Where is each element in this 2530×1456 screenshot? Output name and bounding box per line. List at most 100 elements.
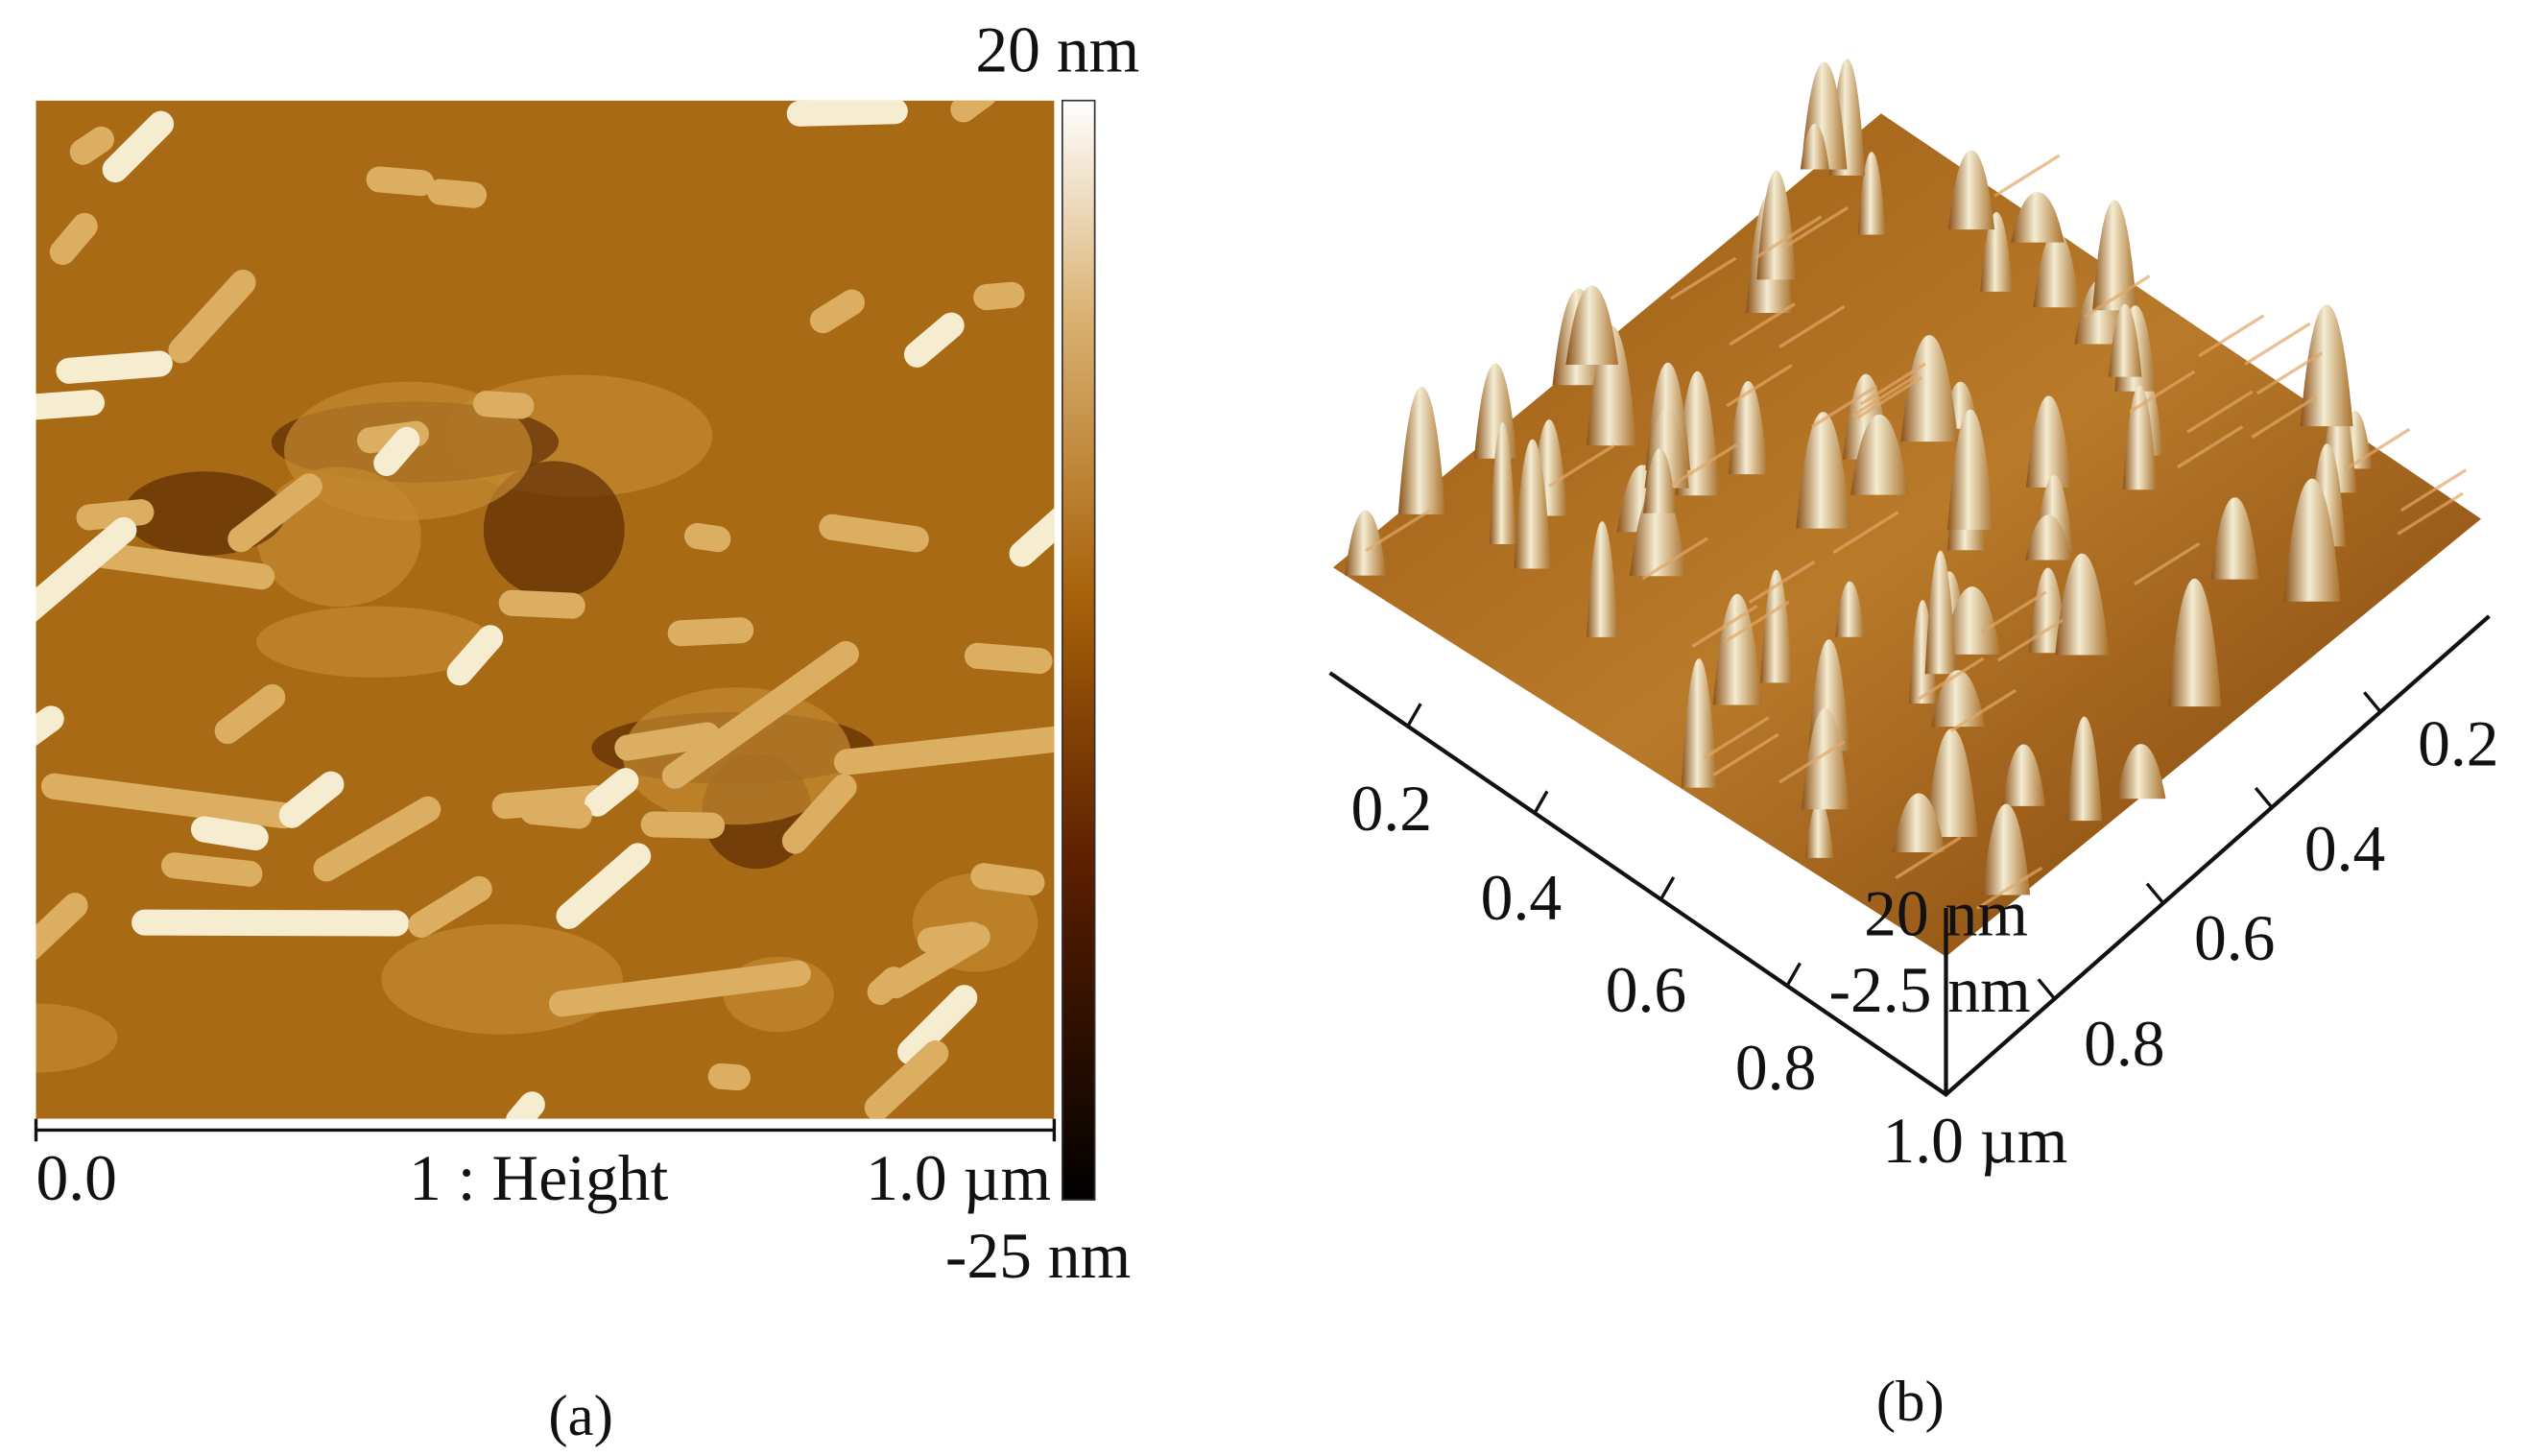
ridge (1691, 604, 1758, 648)
nanorod (970, 863, 1045, 896)
nanorod (819, 513, 929, 553)
nanorod (36, 705, 64, 752)
nanorod (102, 110, 175, 183)
nanorod (446, 625, 504, 686)
afm-3d-surface (1332, 59, 2481, 957)
right-tick-label: 0.6 (2194, 902, 2275, 974)
peak (2028, 567, 2067, 654)
peak (1729, 380, 1768, 475)
peak (1944, 586, 2001, 655)
peak (1947, 409, 1994, 531)
peak (2066, 716, 2103, 822)
nanorod (69, 126, 114, 165)
nanorod (864, 1039, 949, 1119)
ridge (2244, 322, 2311, 366)
axis-end: 1.0 µm (866, 1142, 1051, 1214)
nanorod (781, 774, 857, 854)
nanorod (519, 798, 592, 829)
peak (1473, 363, 1517, 459)
ridge (2198, 314, 2265, 358)
tick (1785, 962, 1802, 987)
peak (1892, 793, 1945, 853)
peak (1760, 569, 1793, 683)
ridge (1729, 302, 1796, 346)
peak (2168, 578, 2222, 707)
ridge (1778, 740, 1846, 784)
tick (2037, 978, 2056, 1000)
left-tick-label: 0.6 (1606, 954, 1686, 1026)
nanorod (809, 289, 865, 334)
nanorod (897, 985, 978, 1065)
nanorod (903, 312, 965, 368)
nanorod (548, 960, 811, 1017)
nanorod (227, 473, 322, 553)
left-tick-label: 0.4 (1481, 862, 1562, 934)
color-bar (1061, 99, 1096, 1201)
peak (1345, 510, 1387, 576)
nanorod (505, 1091, 545, 1119)
ridge (1895, 836, 1962, 880)
right-tick-label: 0.8 (2084, 1008, 2164, 1080)
nanorod (707, 1062, 752, 1091)
nanorod (56, 350, 173, 384)
z-min-label: -2.5 nm (1829, 954, 2031, 1026)
scale-max: 20 nm (975, 13, 1139, 85)
nanorod (950, 100, 997, 123)
ridge (1712, 732, 1779, 777)
ridge (2084, 274, 2151, 319)
peak (2116, 744, 2166, 800)
ridge (1641, 537, 1708, 581)
axis-ticks (1406, 691, 2382, 1000)
ridge (2251, 394, 2318, 439)
peak (1804, 800, 1834, 858)
terrace (256, 606, 493, 678)
nanorod (40, 773, 298, 829)
tick (2254, 786, 2274, 809)
ridge (2399, 468, 2468, 513)
nanorod (76, 499, 155, 531)
peak (2001, 744, 2046, 806)
ridge (1832, 511, 1899, 555)
nanorod (614, 722, 721, 761)
peak (1796, 412, 1850, 529)
nanorod (684, 522, 731, 553)
ridge (1859, 362, 1926, 406)
tick (2145, 882, 2165, 905)
left-tick-label: 0.2 (1351, 773, 1432, 845)
nanorod (556, 843, 652, 929)
peak (1980, 211, 2014, 292)
nanorod (366, 166, 435, 197)
peak (1565, 285, 1619, 366)
peak (1712, 593, 1762, 705)
peak (1947, 150, 1995, 230)
peak (1800, 123, 1829, 170)
nanorod (472, 391, 535, 419)
ridge (1811, 384, 1878, 428)
nanorod (49, 212, 98, 266)
scale-axis (34, 1118, 1057, 1142)
nanorod (190, 816, 269, 851)
peak (2283, 478, 2341, 602)
nanorod (36, 893, 88, 962)
ridge (1755, 215, 1823, 259)
peak (1924, 550, 1956, 675)
ridge (1726, 364, 1793, 408)
nanorod (584, 768, 639, 817)
surface (1332, 113, 2481, 957)
peak (2025, 514, 2072, 561)
caption-a: (a) (548, 1384, 612, 1448)
left-tick-label: 0.8 (1735, 1032, 1816, 1104)
nanorod (278, 771, 345, 828)
ridge (1365, 508, 1432, 553)
peak (1397, 386, 1445, 514)
ridge (2177, 425, 2244, 469)
terrace (622, 687, 851, 825)
scale-min: -25 nm (945, 1220, 1131, 1292)
peak (2011, 192, 2065, 243)
nanorod (498, 589, 585, 619)
channel-label: 1 : Height (409, 1142, 668, 1214)
nanorod (373, 426, 420, 476)
ridge (1949, 688, 2017, 732)
nanorod (964, 642, 1053, 675)
